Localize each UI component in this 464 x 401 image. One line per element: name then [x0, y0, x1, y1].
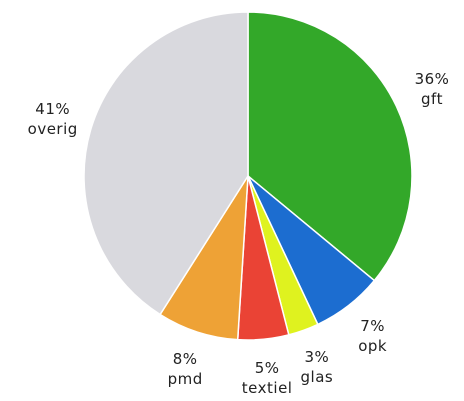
slice-category-label: pmd: [168, 370, 203, 388]
slice-value-label: 41%: [35, 100, 70, 118]
slice-category-label: overig: [28, 120, 78, 138]
slice-value-label: 5%: [255, 359, 280, 377]
slice-value-label: 7%: [360, 317, 385, 335]
pie-slice: [247, 11, 413, 282]
pie-slice: [83, 11, 249, 316]
slice-category-label: textiel: [242, 379, 293, 397]
slice-category-label: glas: [301, 368, 334, 386]
slice-value-label: 8%: [173, 350, 198, 368]
slice-category-label: gft: [421, 90, 443, 108]
slice-value-label: 36%: [415, 70, 450, 88]
slice-category-label: opk: [358, 337, 387, 355]
slice-value-label: 3%: [304, 348, 329, 366]
